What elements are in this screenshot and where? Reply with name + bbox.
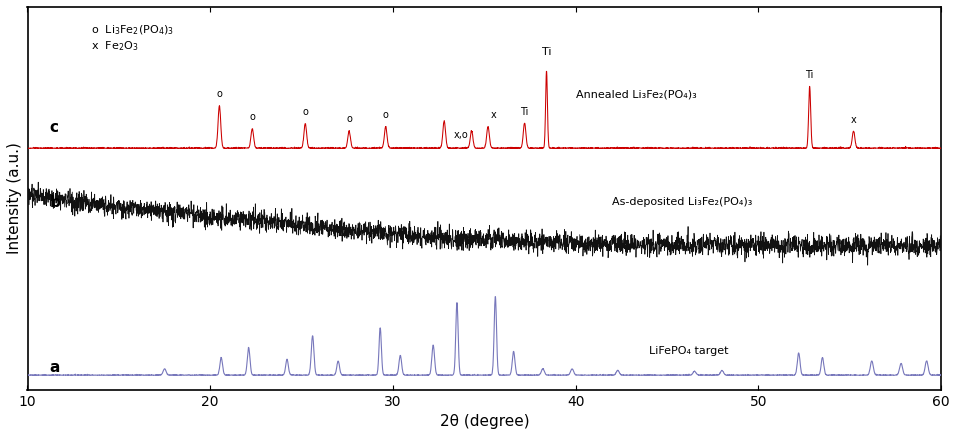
Text: Ti: Ti (806, 70, 813, 80)
Text: Ti: Ti (542, 47, 551, 57)
Text: o: o (383, 110, 389, 120)
Text: c: c (50, 120, 58, 135)
X-axis label: 2θ (degree): 2θ (degree) (439, 414, 529, 429)
Text: Annealed Li₃Fe₂(PO₄)₃: Annealed Li₃Fe₂(PO₄)₃ (576, 90, 697, 100)
Text: LiFePO₄ target: LiFePO₄ target (649, 346, 728, 356)
Text: x,o: x,o (454, 130, 468, 140)
Text: Ti: Ti (521, 107, 529, 117)
Text: x: x (491, 110, 497, 120)
Text: o: o (216, 89, 222, 99)
Text: o: o (346, 114, 352, 124)
Text: x  $\mathrm{Fe_2O_3}$: x $\mathrm{Fe_2O_3}$ (92, 39, 139, 53)
Y-axis label: Intensity (a.u.): Intensity (a.u.) (7, 143, 22, 254)
Text: b: b (50, 195, 60, 210)
Text: a: a (50, 360, 59, 375)
Text: As-deposited Li₃Fe₂(PO₄)₃: As-deposited Li₃Fe₂(PO₄)₃ (612, 197, 752, 207)
Text: o: o (302, 107, 308, 117)
Text: o  $\mathrm{Li_3Fe_2(PO_4)_3}$: o $\mathrm{Li_3Fe_2(PO_4)_3}$ (92, 24, 174, 37)
Text: o: o (250, 112, 256, 123)
Text: x: x (851, 115, 857, 125)
